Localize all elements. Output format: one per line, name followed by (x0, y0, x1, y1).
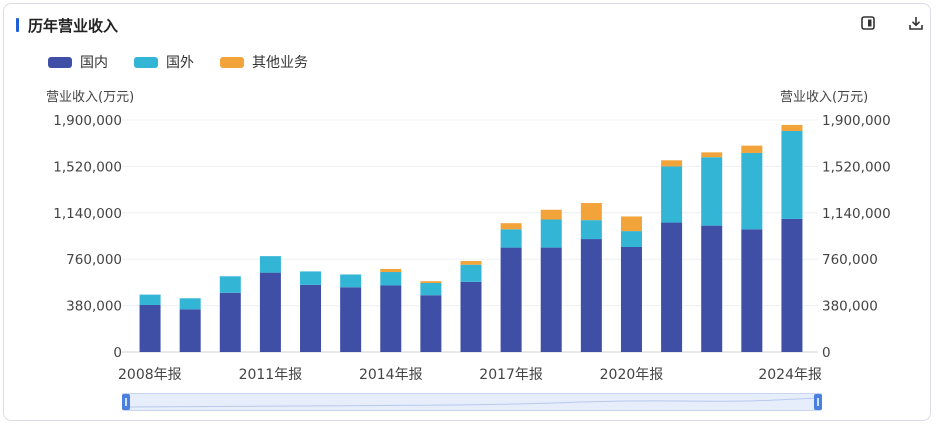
bar-segment-overseas (420, 283, 442, 296)
page-title: 历年营业收入 (28, 16, 119, 35)
legend-item-overseas[interactable]: 国外 (134, 52, 194, 72)
bar-segment-domestic (259, 272, 281, 352)
stacked-bar-chart: 0 0 380,000 380,000 760,000 760,000 1,140,000 1… (53, 113, 891, 383)
bar-segment-other (540, 209, 562, 220)
bar-segment-overseas (179, 298, 201, 310)
bar-segment-domestic (781, 218, 803, 352)
bar-segment-other (781, 124, 803, 131)
y-axis-label-left: 营业收入(万元) (46, 90, 135, 105)
x-tick-label: 2011年报 (239, 367, 303, 383)
x-tick-label: 2014年报 (359, 367, 423, 383)
y-tick-label-right: 1,900,000 (822, 113, 891, 129)
bar-segment-other (460, 261, 482, 265)
legend-label: 国内 (80, 55, 108, 71)
y-tick-label-right: 1,520,000 (822, 159, 891, 175)
legend-swatch (220, 56, 244, 68)
bar-segment-overseas (340, 274, 362, 288)
x-tick-label: 2024年报 (758, 367, 822, 383)
bar-segment-overseas (259, 256, 281, 273)
bar-segment-domestic (580, 239, 602, 352)
bar-segment-domestic (420, 295, 442, 352)
slider-handle-right[interactable] (814, 394, 822, 410)
bar-segment-overseas (380, 272, 402, 286)
x-tick-label: 2008年报 (118, 367, 182, 383)
slider-preview (123, 397, 821, 408)
bar-segment-domestic (380, 285, 402, 352)
bar-segment-domestic (300, 284, 322, 352)
legend-item-other[interactable]: 其他业务 (220, 52, 308, 72)
bar-segment-domestic (500, 247, 522, 352)
legend-label: 国外 (166, 55, 194, 71)
bar-segment-overseas (701, 157, 723, 226)
bar-segment-overseas (460, 264, 482, 282)
bar-segment-other (580, 203, 602, 221)
y-tick-label-left: 760,000 (66, 252, 122, 268)
bar-segment-domestic (741, 229, 763, 352)
y-tick-label-left: 1,900,000 (53, 113, 122, 129)
bar-segment-domestic (340, 287, 362, 352)
slider-handle-left[interactable] (122, 394, 130, 410)
bar-segment-other (701, 152, 723, 158)
bar-segment-other (741, 145, 763, 153)
y-tick-label-right: 1,140,000 (822, 206, 891, 222)
chart-legend: 国内 国外 其他业务 (48, 52, 334, 72)
title-bar: 历年营业收入 (16, 14, 118, 36)
data-zoom-slider[interactable] (122, 393, 822, 411)
legend-item-domestic[interactable]: 国内 (48, 52, 108, 72)
bar-segment-domestic (179, 309, 201, 352)
view-toggle-icon[interactable] (859, 14, 877, 32)
bar-segment-overseas (661, 166, 683, 223)
bar-segment-other (661, 160, 683, 167)
y-tick-label-right: 380,000 (822, 299, 878, 315)
y-tick-label-right: 760,000 (822, 252, 878, 268)
y-tick-label-left: 1,520,000 (53, 159, 122, 175)
download-icon[interactable] (907, 14, 925, 32)
bar-segment-other (500, 223, 522, 230)
bar-segment-overseas (139, 294, 161, 305)
bar-segment-domestic (661, 222, 683, 352)
y-tick-label-right: 0 (822, 345, 831, 361)
y-tick-label-left: 380,000 (66, 299, 122, 315)
bar-segment-overseas (540, 219, 562, 248)
bar-segment-other (380, 268, 402, 273)
y-axis-label-right: 营业收入(万元) (780, 90, 869, 105)
bar-segment-domestic (620, 246, 642, 352)
x-tick-label: 2017年报 (479, 367, 543, 383)
bar-segment-domestic (701, 225, 723, 352)
bar-segment-overseas (219, 276, 241, 293)
bar-segment-domestic (540, 247, 562, 352)
bar-segment-overseas (741, 152, 763, 230)
legend-label: 其他业务 (252, 55, 308, 71)
title-accent (16, 18, 19, 32)
y-tick-label-left: 0 (113, 345, 122, 361)
bar-segment-other (420, 281, 442, 284)
bar-segment-domestic (460, 281, 482, 352)
legend-swatch (134, 56, 158, 68)
bar-segment-overseas (300, 271, 322, 285)
bar-segment-overseas (580, 220, 602, 240)
x-tick-label: 2020年报 (600, 367, 664, 383)
y-tick-label-left: 1,140,000 (53, 206, 122, 222)
legend-swatch (48, 56, 72, 68)
bar-segment-overseas (500, 229, 522, 248)
bar-segment-other (620, 216, 642, 232)
bar-segment-domestic (139, 304, 161, 352)
bar-segment-overseas (620, 231, 642, 247)
bar-segment-domestic (219, 292, 241, 352)
bar-segment-overseas (781, 130, 803, 219)
